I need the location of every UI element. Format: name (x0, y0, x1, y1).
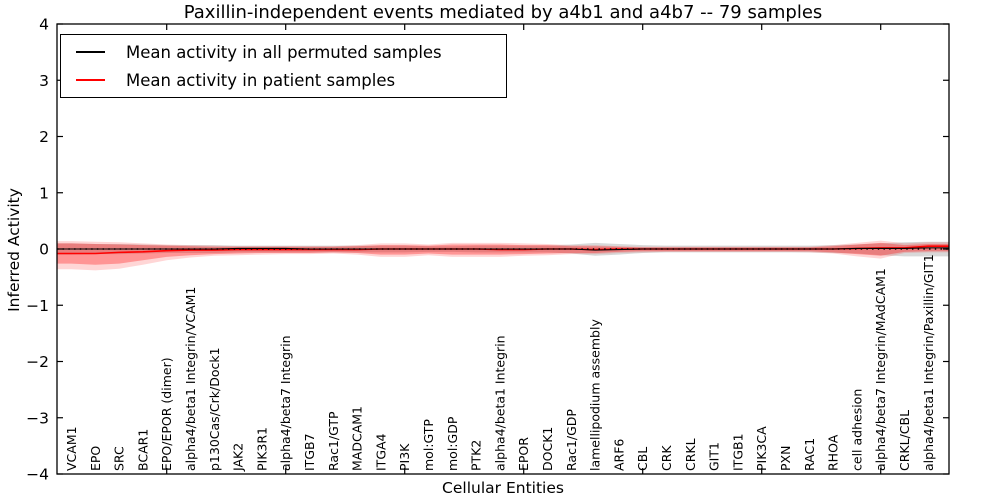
y-tick-label: −1 (26, 297, 49, 315)
y-tick-label: 3 (39, 72, 49, 90)
x-category-label: alpha4/beta7 Integrin/MAdCAM1 (873, 268, 888, 471)
x-category-label: lamellipodium assembly (588, 319, 603, 471)
x-category-label: CRK (659, 445, 674, 471)
permuted-mean-line (57, 247, 949, 251)
y-axis-label: Inferred Activity (5, 188, 23, 312)
x-category-label: mol:GTP (421, 419, 436, 471)
y-tick-label: −2 (26, 353, 49, 371)
x-category-label: Rac1/GTP (326, 411, 341, 471)
legend-line-black-icon (76, 51, 105, 53)
legend-label-permuted: Mean activity in all permuted samples (126, 42, 442, 62)
x-category-label: RHOA (826, 434, 841, 471)
y-tick-label: −3 (26, 409, 49, 427)
legend-label-patient: Mean activity in patient samples (126, 70, 396, 90)
y-tick-label: −4 (26, 466, 49, 484)
x-category-label: ITGB7 (302, 433, 317, 471)
x-category-label: DOCK1 (540, 427, 555, 471)
x-category-label: alpha4/beta1 Integrin (492, 335, 507, 471)
x-category-label: CBL (635, 447, 650, 471)
x-category-label: BCAR1 (135, 429, 150, 471)
x-category-label: EPO (88, 446, 103, 471)
x-category-label: alpha4/beta1 Integrin/VCAM1 (183, 287, 198, 471)
x-category-label: PI3K (397, 443, 412, 471)
y-tick-label: 4 (39, 16, 49, 34)
x-category-label: PXN (778, 446, 793, 471)
x-category-label: CRKL (683, 438, 698, 471)
y-tick-label: 0 (39, 241, 49, 259)
x-category-label: SRC (112, 446, 127, 471)
legend-item-permuted: Mean activity in all permuted samples (61, 43, 506, 62)
x-category-label: p130Cas/Crk/Dock1 (207, 347, 222, 471)
y-tick-label: 1 (39, 184, 49, 202)
x-category-label: MADCAM1 (350, 406, 365, 471)
chart-title: Paxillin-independent events mediated by … (183, 2, 823, 23)
x-category-label: GIT1 (707, 442, 722, 471)
x-category-label: JAK2 (231, 443, 246, 472)
x-category-label: RAC1 (802, 438, 817, 471)
x-category-label: ARF6 (611, 439, 626, 471)
legend-item-patient: Mean activity in patient samples (61, 71, 506, 90)
x-category-label: ITGA4 (373, 433, 388, 471)
x-category-label: ITGB1 (730, 433, 745, 471)
x-axis-label: Cellular Entities (442, 479, 564, 497)
x-category-label: mol:GDP (445, 416, 460, 471)
x-category-label: VCAM1 (64, 426, 79, 471)
x-category-label: alpha4/beta1 Integrin/Paxillin/GIT1 (921, 254, 936, 471)
x-category-label: EPOR (516, 437, 531, 471)
x-category-label: PIK3R1 (254, 427, 269, 471)
legend: Mean activity in all permuted samples Me… (60, 34, 507, 98)
x-category-label: Rac1/GDP (564, 409, 579, 471)
x-category-label: PTK2 (469, 440, 484, 471)
y-tick-label: 2 (39, 128, 49, 146)
legend-line-red-icon (76, 79, 105, 81)
x-category-label: PIK3CA (754, 426, 769, 471)
x-category-label: CRKL/CBL (897, 410, 912, 471)
x-category-label: alpha4/beta7 Integrin (278, 335, 293, 471)
x-category-label: cell adhesion (849, 389, 864, 471)
x-category-label: EPO/EPOR (dimer) (159, 357, 174, 471)
